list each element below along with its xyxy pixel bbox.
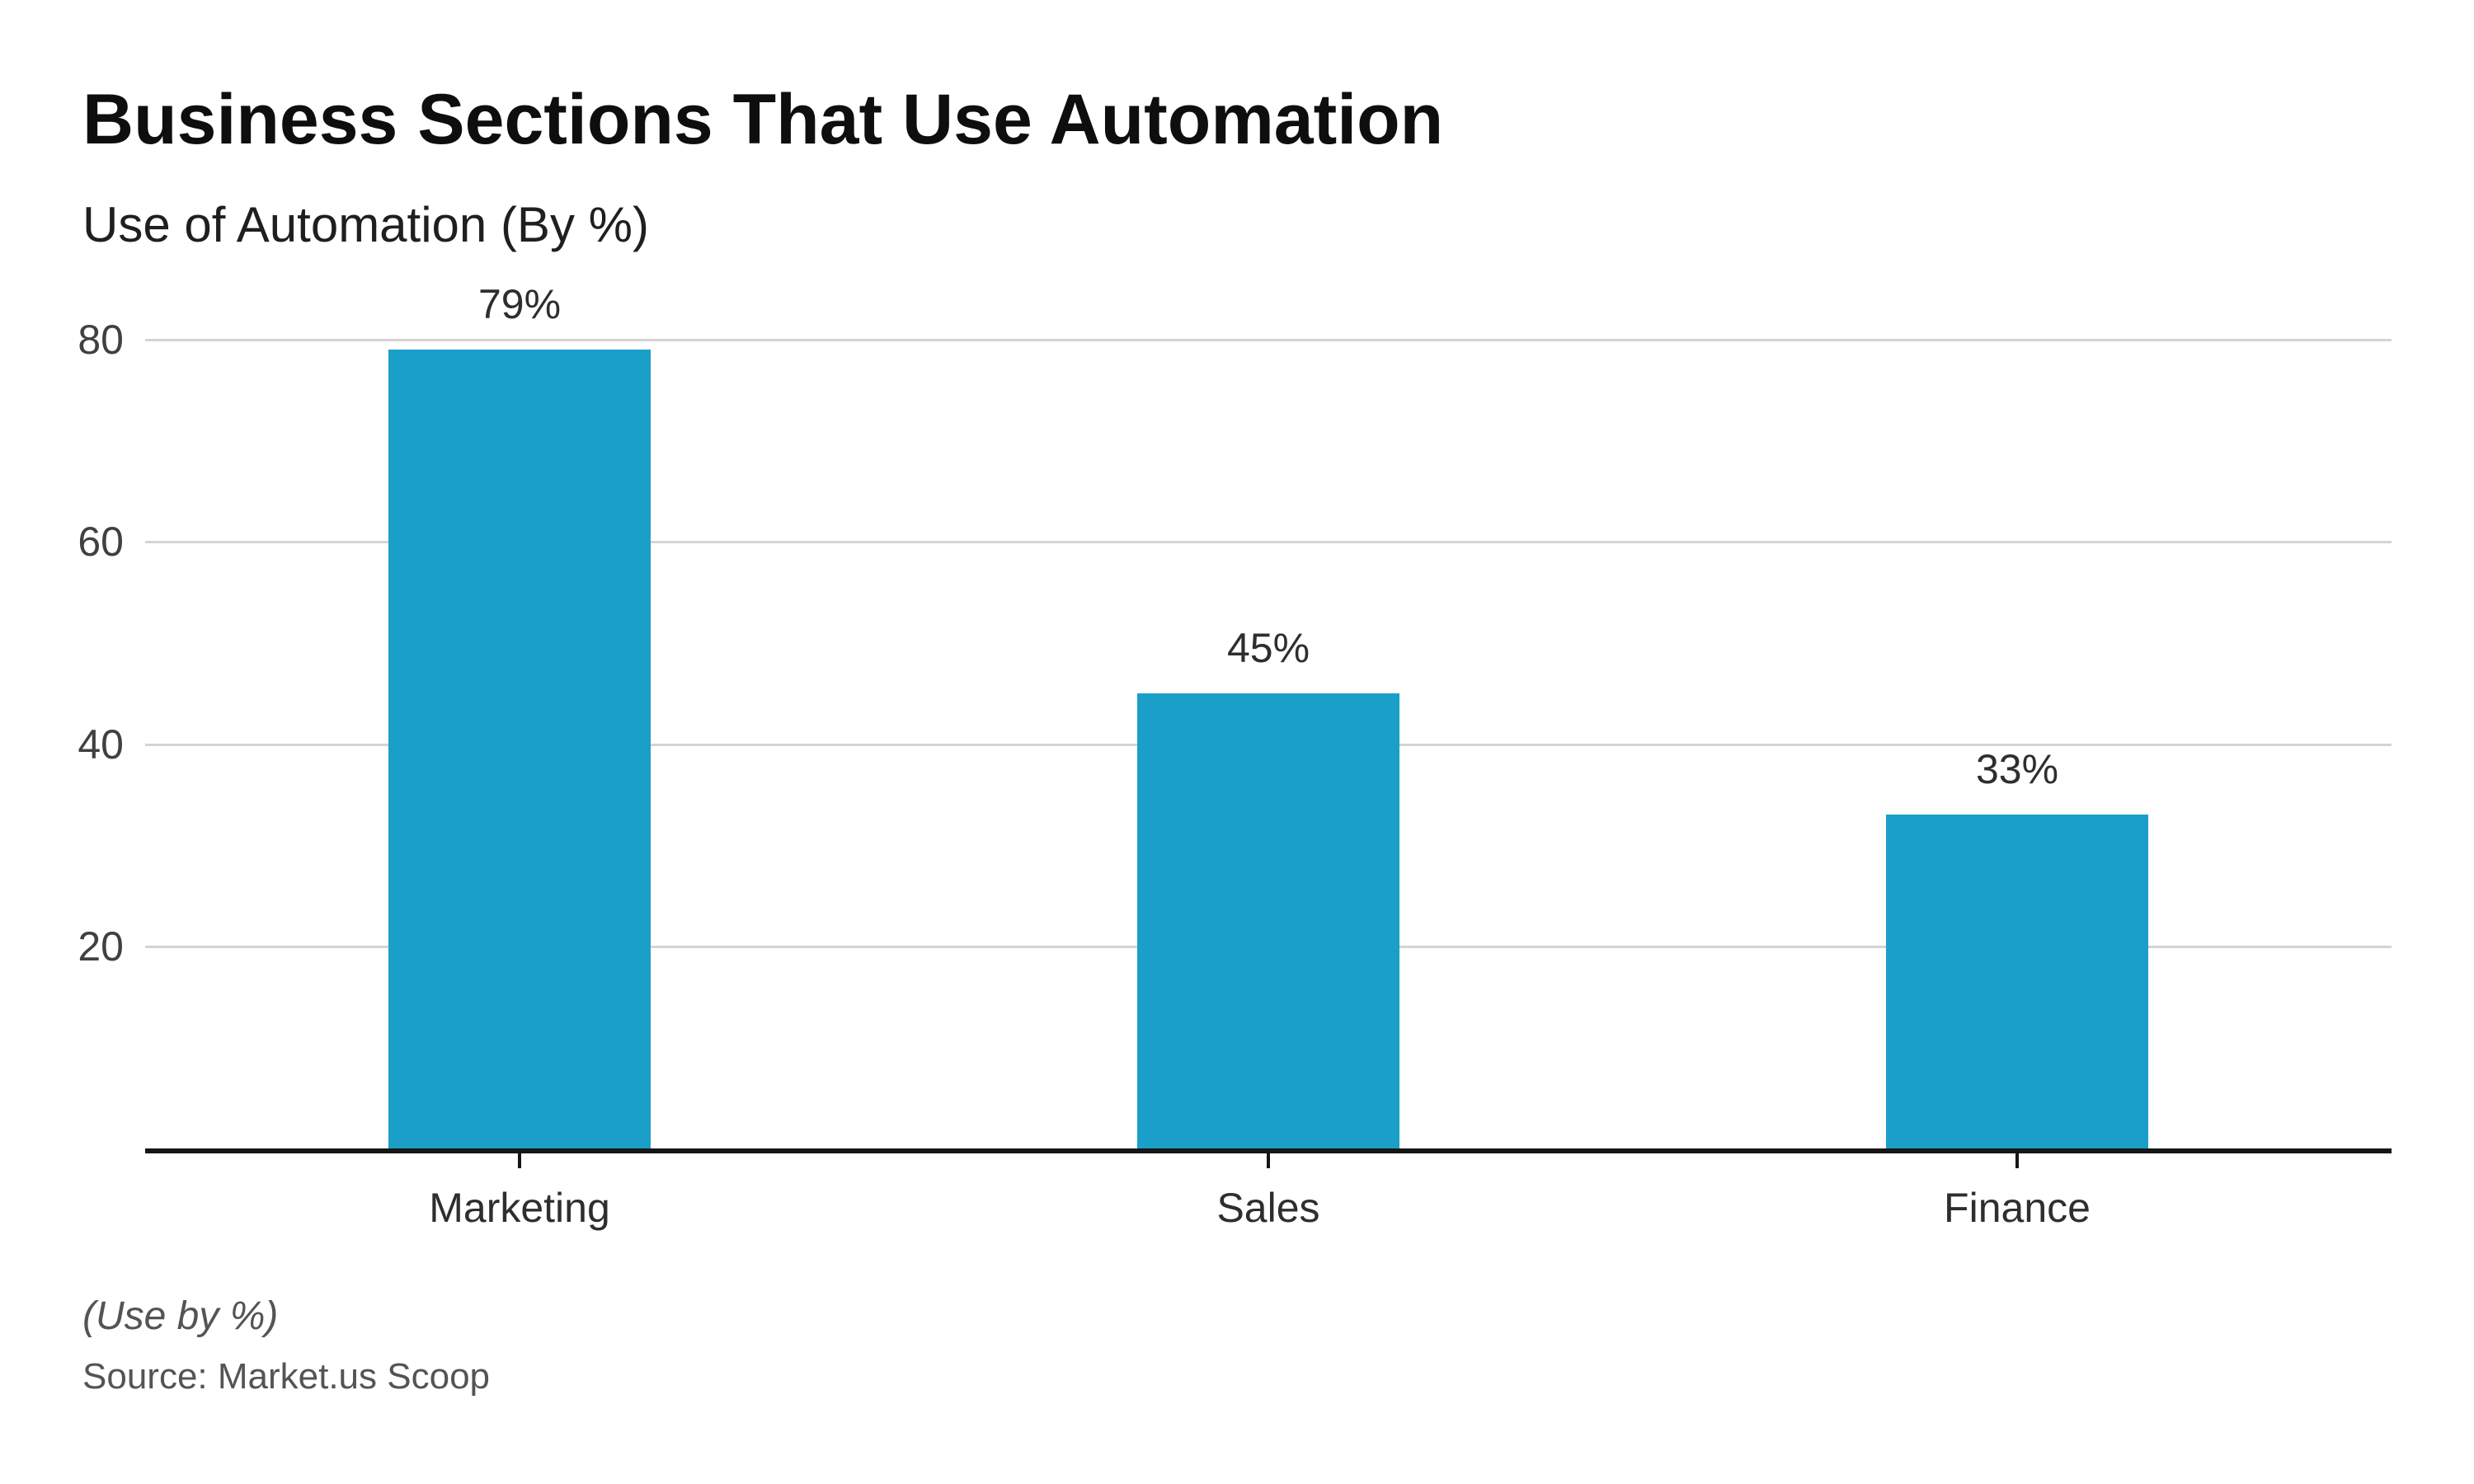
y-axis-tick-label: 80: [78, 317, 124, 363]
chart-source: Source: Market.us Scoop: [82, 1356, 491, 1397]
bar-marketing: [388, 350, 651, 1148]
x-axis-line: [145, 1148, 2392, 1153]
x-axis-category-label-marketing: Marketing: [429, 1185, 610, 1231]
x-axis-tick: [2015, 1153, 2019, 1168]
bar-value-label-marketing: 79%: [477, 281, 562, 328]
y-axis-tick-label: 20: [78, 923, 124, 970]
x-axis-category-label-sales: Sales: [1216, 1185, 1320, 1231]
y-axis-tick-label: 60: [78, 519, 124, 566]
x-axis-tick: [518, 1153, 521, 1168]
x-axis-tick: [1267, 1153, 1270, 1168]
bar-value-label-sales: 45%: [1226, 625, 1310, 672]
bar-finance: [1886, 815, 2148, 1148]
chart-subtitle: Use of Automation (By %): [82, 197, 649, 252]
chart-title: Business Sections That Use Automation: [82, 80, 1444, 159]
x-axis-category-label-finance: Finance: [1944, 1185, 2091, 1231]
gridline-60: [145, 541, 2392, 544]
bar-sales: [1137, 693, 1399, 1148]
gridline-80: [145, 339, 2392, 341]
y-axis-tick-label: 40: [78, 721, 124, 768]
chart-footnote: (Use by %): [82, 1294, 279, 1338]
bar-value-label-finance: 33%: [1975, 746, 2059, 793]
